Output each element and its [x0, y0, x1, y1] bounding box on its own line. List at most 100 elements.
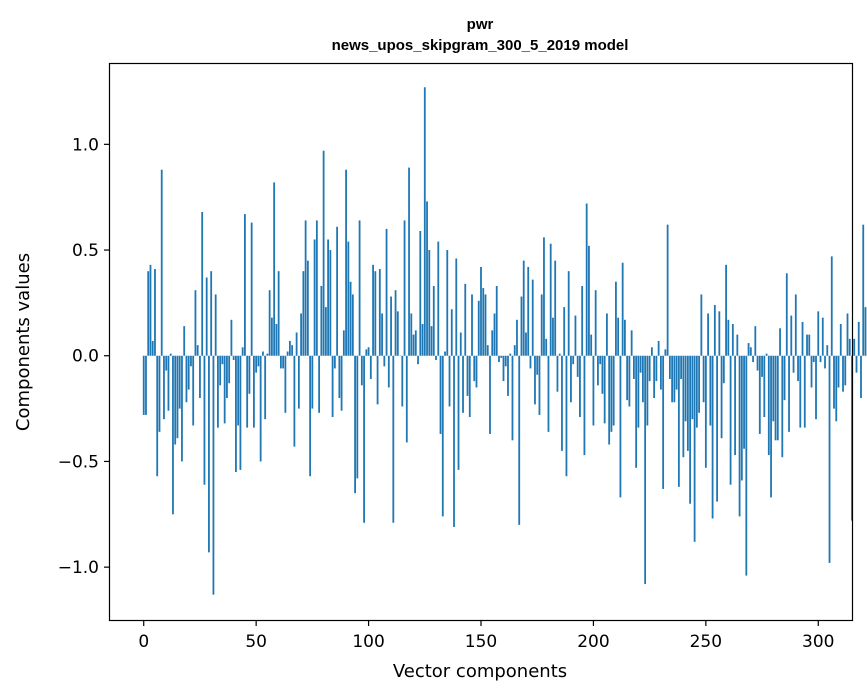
- bar-component-263: [734, 356, 736, 455]
- bar-component-100: [368, 347, 370, 355]
- bar-component-159: [500, 356, 502, 358]
- chart-title-line-2: news_upos_skipgram_300_5_2019 model: [332, 37, 629, 54]
- bar-component-22: [192, 356, 194, 426]
- bar-component-21: [190, 356, 192, 367]
- bar-component-319: [860, 356, 862, 398]
- bar-component-152: [485, 294, 487, 355]
- bar-component-176: [539, 356, 541, 415]
- bar-component-47: [249, 356, 251, 394]
- bar-component-189: [568, 271, 570, 356]
- bar-component-126: [426, 201, 428, 355]
- bar-component-232: [664, 349, 666, 355]
- bar-component-7: [159, 356, 161, 432]
- bar-component-5: [154, 269, 156, 356]
- bar-component-220: [637, 356, 639, 428]
- bar-component-39: [231, 320, 233, 356]
- bar-component-108: [386, 229, 388, 356]
- bar-component-320: [862, 225, 864, 356]
- bar-component-271: [752, 356, 754, 362]
- bar-component-167: [518, 356, 520, 525]
- x-axis-label: Vector components: [393, 661, 567, 682]
- bar-component-44: [242, 347, 244, 355]
- bar-component-30: [210, 271, 212, 356]
- bar-component-285: [784, 356, 786, 400]
- bar-component-312: [844, 356, 846, 386]
- bar-component-169: [523, 261, 525, 356]
- bar-component-314: [849, 339, 851, 356]
- bar-component-308: [835, 356, 837, 422]
- bar-component-156: [494, 313, 496, 355]
- bar-component-1: [145, 356, 147, 415]
- bar-component-288: [790, 316, 792, 356]
- bar-component-301: [820, 356, 822, 362]
- bar-component-266: [741, 356, 743, 481]
- bar-component-264: [736, 335, 738, 356]
- bar-component-74: [309, 356, 311, 477]
- bar-component-89: [343, 330, 345, 355]
- bar-component-119: [410, 313, 412, 355]
- bar-component-15: [177, 356, 179, 438]
- bar-component-206: [606, 313, 608, 355]
- bar-component-175: [536, 356, 538, 375]
- bar-component-158: [498, 356, 500, 362]
- bar-component-249: [703, 356, 705, 403]
- bar-component-105: [379, 269, 381, 356]
- bar-component-294: [804, 356, 806, 428]
- bar-component-55: [266, 354, 268, 356]
- bar-component-81: [325, 307, 327, 356]
- bar-component-165: [514, 345, 516, 356]
- bar-component-68: [296, 332, 298, 355]
- bar-component-9: [163, 356, 165, 419]
- bar-component-118: [408, 168, 410, 356]
- bar-component-78: [318, 356, 320, 413]
- bar-component-178: [543, 237, 545, 355]
- bar-component-69: [298, 356, 300, 409]
- bar-component-90: [345, 170, 347, 356]
- bar-component-164: [512, 356, 514, 441]
- bar-component-154: [489, 356, 491, 434]
- bar-component-174: [534, 356, 536, 405]
- bar-component-109: [388, 356, 390, 388]
- bar-component-240: [682, 356, 684, 457]
- bar-component-286: [786, 273, 788, 355]
- bar-component-54: [264, 356, 266, 419]
- bar-component-147: [473, 356, 475, 381]
- bar-component-163: [509, 354, 511, 356]
- bar-component-233: [667, 225, 669, 356]
- bar-component-62: [282, 356, 284, 369]
- bar-component-10: [165, 356, 167, 371]
- bar-component-88: [341, 356, 343, 411]
- bar-component-231: [662, 356, 664, 489]
- bar-component-259: [725, 265, 727, 356]
- bar-component-278: [768, 356, 770, 455]
- bar-component-123: [419, 231, 421, 356]
- bar-component-32: [215, 294, 217, 355]
- bar-component-262: [732, 324, 734, 356]
- bar-component-4: [152, 341, 154, 356]
- bar-component-217: [631, 330, 633, 355]
- bar-component-52: [260, 356, 262, 462]
- bar-component-227: [653, 356, 655, 398]
- bar-component-269: [748, 343, 750, 356]
- bar-component-58: [273, 182, 275, 355]
- bar-component-31: [213, 356, 215, 595]
- bar-component-38: [228, 356, 230, 383]
- bar-component-82: [327, 239, 329, 355]
- bar-component-28: [206, 278, 208, 356]
- bar-component-2: [147, 271, 149, 356]
- bar-component-95: [356, 356, 358, 479]
- bar-component-51: [258, 356, 260, 367]
- bar-component-91: [347, 242, 349, 356]
- bar-component-179: [545, 339, 547, 356]
- bar-component-256: [718, 311, 720, 355]
- y-tick-label-4: 1.0: [72, 135, 99, 155]
- bar-component-292: [799, 356, 801, 428]
- bar-component-310: [840, 324, 842, 356]
- bar-component-257: [721, 356, 723, 438]
- bar-component-185: [559, 354, 561, 356]
- bar-component-135: [446, 250, 448, 356]
- bar-component-299: [815, 356, 817, 419]
- bar-component-205: [604, 356, 606, 424]
- bar-component-73: [307, 261, 309, 356]
